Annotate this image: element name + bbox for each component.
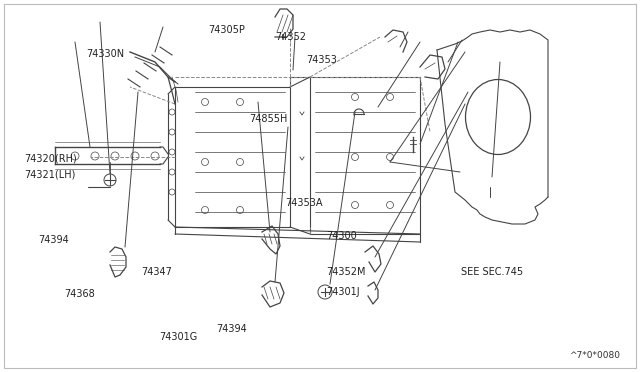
Text: SEE SEC.745: SEE SEC.745	[461, 267, 523, 276]
Text: 74352: 74352	[275, 32, 306, 42]
Text: 74353: 74353	[306, 55, 337, 64]
Text: 74321(LH): 74321(LH)	[24, 170, 76, 180]
Text: 74352M: 74352M	[326, 267, 366, 276]
Text: 74330N: 74330N	[86, 49, 125, 59]
Text: 74320(RH): 74320(RH)	[24, 153, 77, 163]
Text: 74300: 74300	[326, 231, 357, 241]
Text: 74394: 74394	[38, 235, 69, 245]
Text: 74855H: 74855H	[250, 114, 288, 124]
Text: ^7*0*0080: ^7*0*0080	[569, 351, 620, 360]
Text: 74353A: 74353A	[285, 198, 323, 208]
Text: 74347: 74347	[141, 267, 172, 276]
Text: 74394: 74394	[216, 324, 247, 334]
Text: 74368: 74368	[64, 289, 95, 299]
Text: 74301J: 74301J	[326, 287, 360, 297]
Text: 74301G: 74301G	[159, 332, 197, 341]
Text: 74305P: 74305P	[208, 25, 245, 35]
